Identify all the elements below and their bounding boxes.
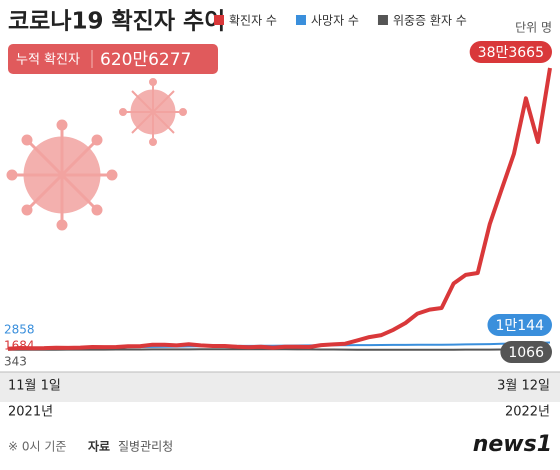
series-line (8, 348, 551, 351)
legend-label: 확진자 수 (229, 14, 277, 28)
end-value-pill (500, 341, 552, 363)
x-tick-label: 3월 12일 (497, 379, 550, 394)
legend-label: 사망자 수 (311, 14, 359, 28)
axis-band (0, 372, 560, 402)
end-value-label: 1만144 (495, 318, 544, 334)
cumulative-label: 누적 확진자 (16, 53, 80, 68)
footer-source-label: 자료 (88, 439, 110, 454)
end-value-pill (469, 41, 552, 63)
legend-swatch (377, 15, 388, 25)
legend-swatch (295, 15, 306, 25)
start-value-label: 1684 (4, 339, 35, 353)
start-value-label: 343 (4, 355, 27, 369)
chart-title: 코로나19 확진자 추이 (8, 9, 225, 35)
cumulative-box (8, 44, 218, 74)
start-value-label: 2858 (4, 323, 35, 337)
footer-note: ※ 0시 기준 (8, 440, 66, 454)
end-value-label: 1066 (508, 345, 544, 361)
virus-illustration (6, 78, 187, 231)
legend-swatch (214, 15, 224, 25)
end-value-pill (487, 314, 552, 336)
unit-label: 단위 명 (515, 21, 552, 35)
series-line (7, 67, 552, 351)
legend-label: 위중증 환자 수 (393, 14, 467, 28)
x-year-label: 2021년 (8, 405, 53, 420)
brand-logo: news1 (473, 432, 552, 457)
x-tick-label: 11월 1일 (8, 379, 61, 394)
cumulative-value: 620만6277 (100, 50, 191, 70)
x-year-label: 2022년 (505, 405, 550, 420)
end-value-label: 38만3665 (478, 45, 544, 61)
footer-source: 질병관리청 (118, 440, 173, 454)
